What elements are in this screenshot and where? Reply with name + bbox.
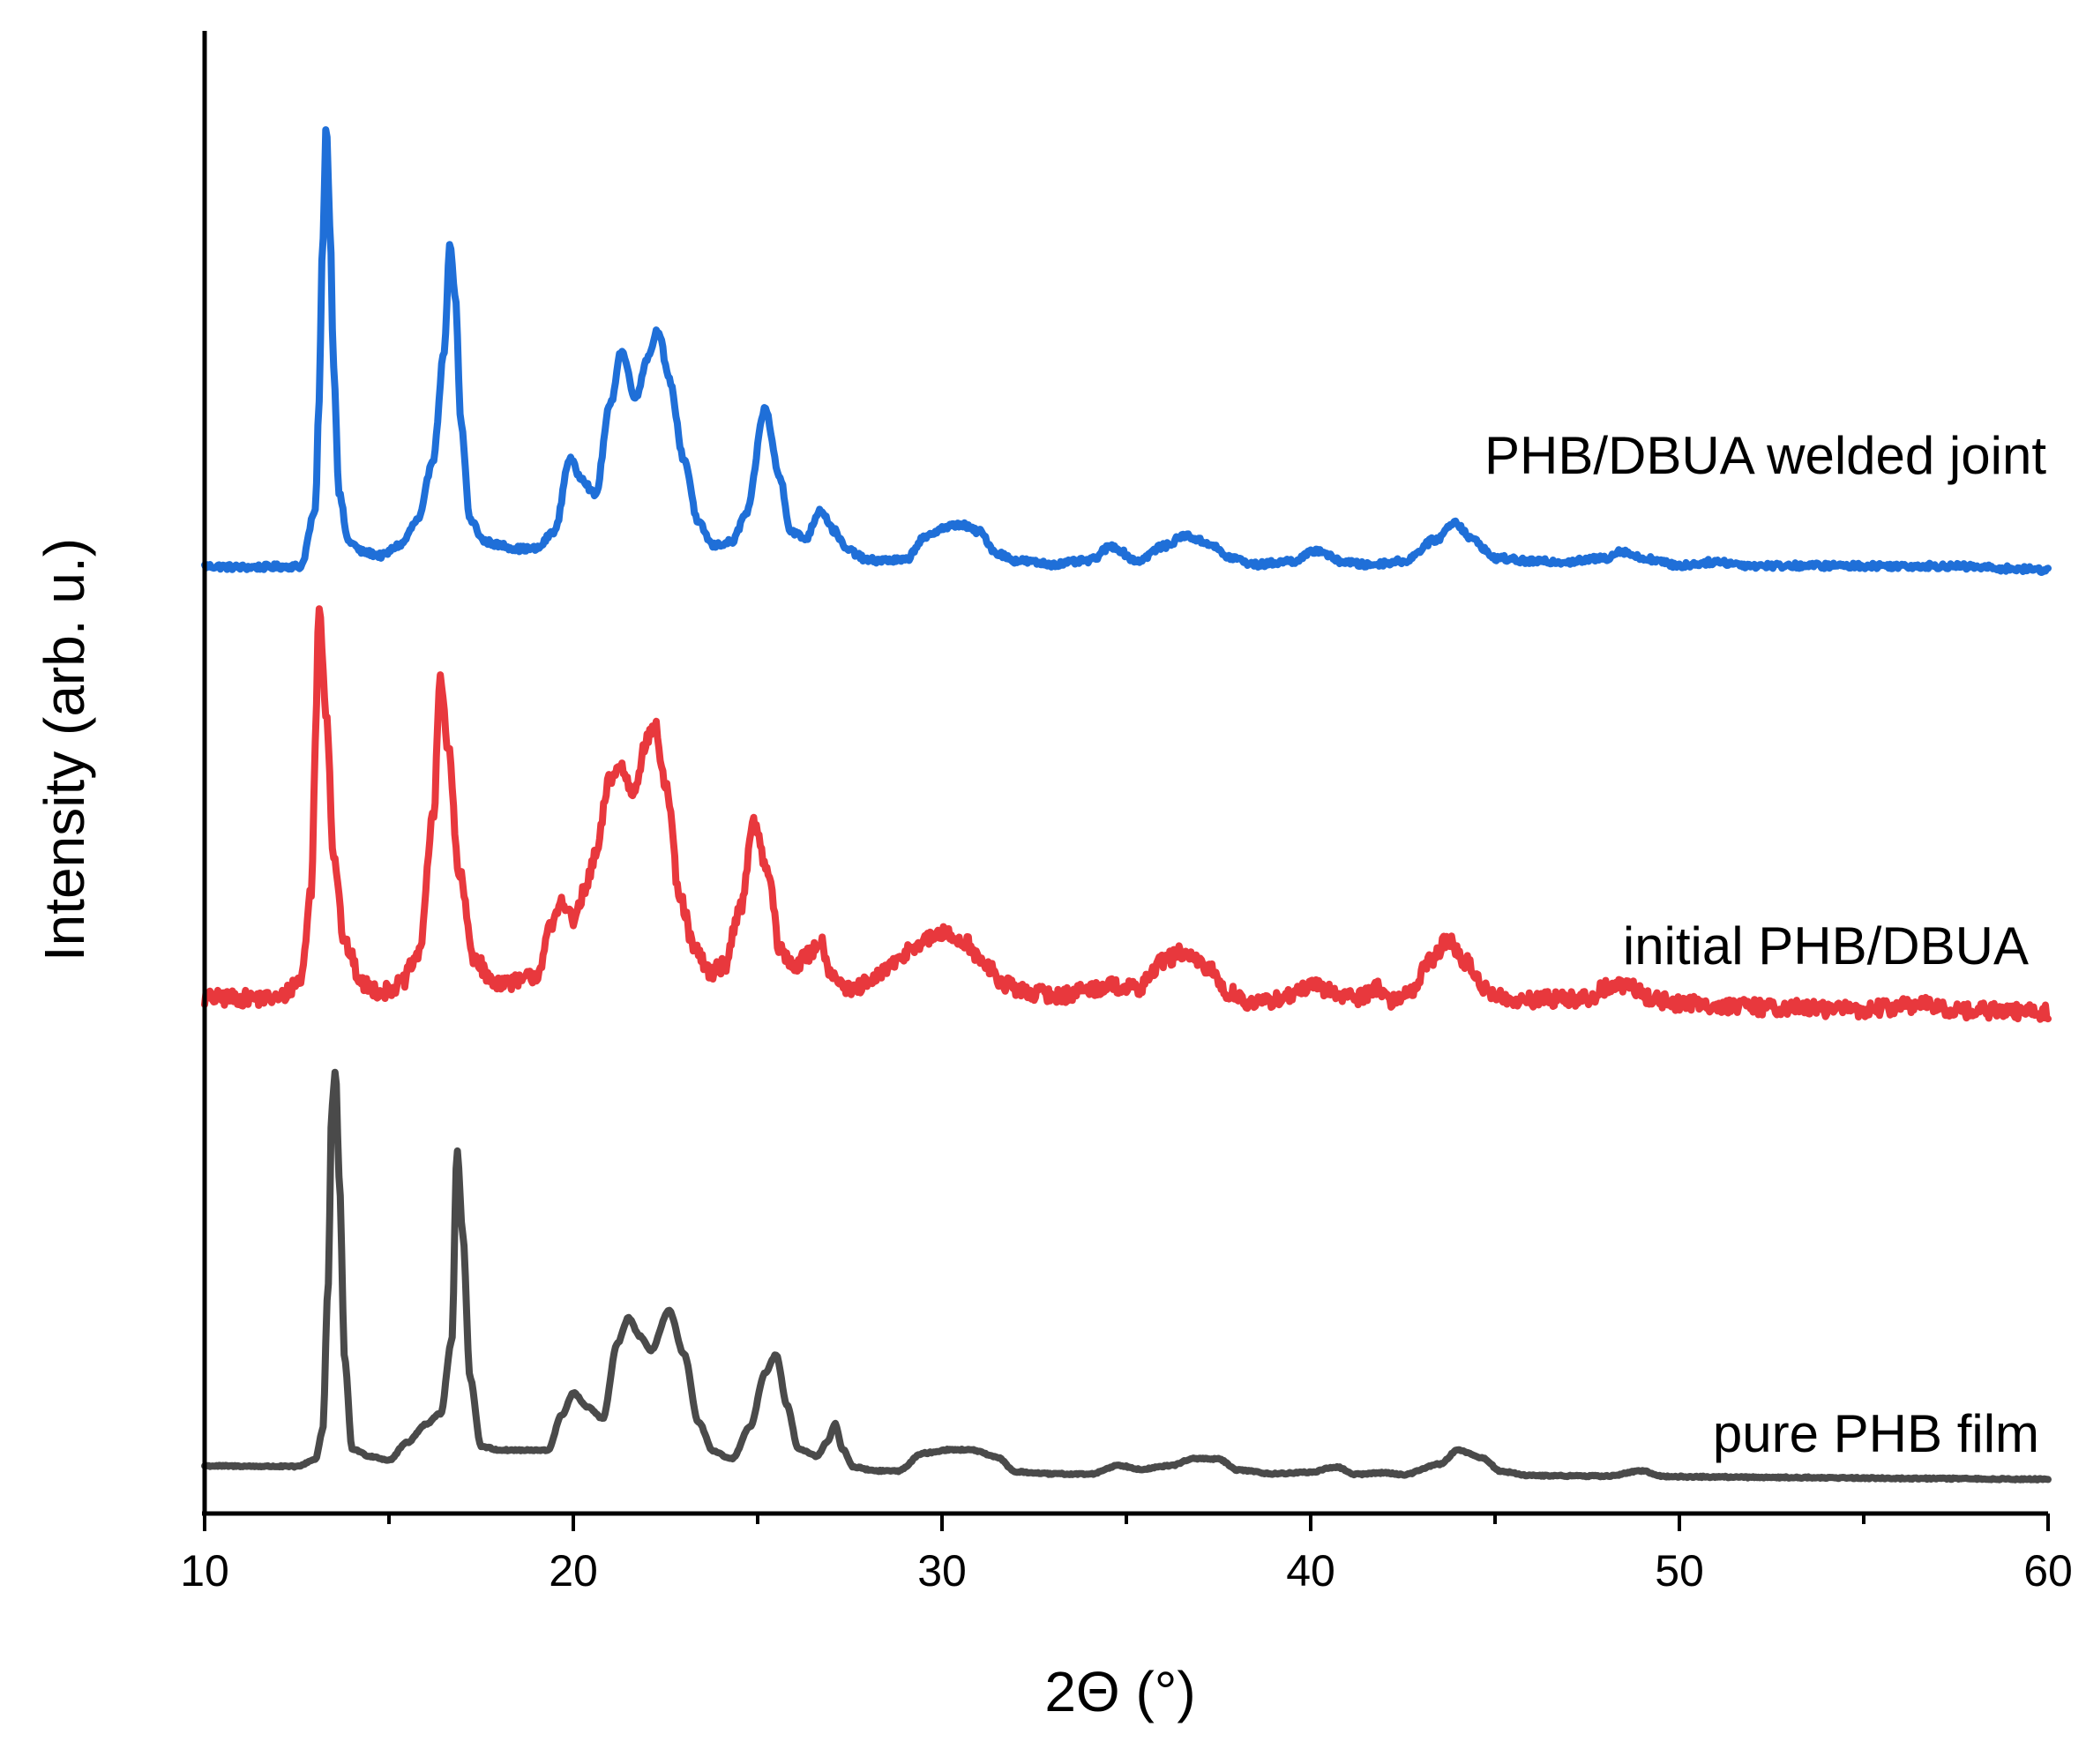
- x-tick-label: 50: [1655, 1546, 1704, 1596]
- x-tick-label: 20: [549, 1546, 598, 1596]
- y-axis-title: Intensity (arb. u.): [33, 538, 96, 961]
- series-traces: [201, 126, 2052, 1484]
- series-label-3: pure PHB film: [1713, 1404, 2039, 1463]
- series-label-1: PHB/DBUA welded joint: [1484, 426, 2046, 485]
- x-tick-label: 30: [917, 1546, 967, 1596]
- x-tick-label: 10: [180, 1546, 229, 1596]
- x-tick-label: 40: [1286, 1546, 1335, 1596]
- x-tick-label: 60: [2023, 1546, 2073, 1596]
- series-line-3: [201, 1068, 2052, 1484]
- series-line-1: [201, 126, 2052, 576]
- series-labels: PHB/DBUA welded joint initial PHB/DBUA pur…: [1484, 426, 2046, 1463]
- series-line-2: [201, 605, 2052, 1023]
- series-label-2: initial PHB/DBUA: [1623, 916, 2029, 975]
- x-axis-title: 2Θ (°): [1044, 1660, 1195, 1723]
- x-axis-ticks: 10 20 30 40 50 60: [180, 1514, 2073, 1596]
